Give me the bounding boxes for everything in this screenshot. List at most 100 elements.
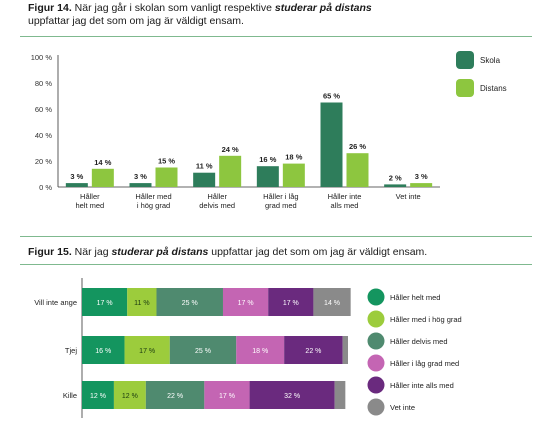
fig15-data-label: 18 % <box>252 348 268 355</box>
fig14-category-label: Vet inte <box>396 192 421 201</box>
fig15-bar-segment <box>284 336 343 364</box>
fig14-data-label: 14 % <box>94 158 111 167</box>
fig14-bar-skola <box>256 166 279 187</box>
fig14-data-label: 15 % <box>158 157 175 166</box>
fig15-bar-segment <box>113 381 146 409</box>
fig15-legend-swatch <box>367 332 385 350</box>
fig14-bar-skola <box>193 172 216 187</box>
fig14-title: Figur 14. När jag går i skolan som vanli… <box>28 2 372 28</box>
fig15-bar-segment <box>204 381 250 409</box>
fig14-bar-distans <box>282 163 305 187</box>
fig14-ytick-label: 80 % <box>35 79 52 88</box>
fig15-bar-segment <box>342 336 348 364</box>
fig15-bar-segment <box>82 336 125 364</box>
fig15-bar-segment <box>169 336 237 364</box>
fig14-bar-distans <box>346 153 369 187</box>
fig14-ytick-label: 60 % <box>35 105 52 114</box>
fig15-bar-segment <box>82 381 114 409</box>
fig15-bar-segment <box>268 288 314 316</box>
fig15-data-label: 17 % <box>219 393 235 400</box>
fig15-legend-swatch <box>367 288 385 306</box>
fig14-chart: 0 %20 %40 %60 %80 %100 %3 %14 %Hållerhel… <box>31 51 507 210</box>
fig14-data-label: 26 % <box>349 142 366 151</box>
fig14-category-label: Håller <box>80 192 100 201</box>
fig15-bar-segment <box>222 288 269 316</box>
fig15-legend-label: Håller delvis med <box>390 337 448 346</box>
fig15-title-emphasis: studerar på distans <box>111 246 209 258</box>
fig14-data-label: 3 % <box>134 172 147 181</box>
fig15-category-label: Vill inte ange <box>34 298 77 307</box>
fig14-category-label: Håller <box>207 192 227 201</box>
fig15-top-divider <box>20 236 532 237</box>
fig14-bar-skola <box>65 183 88 187</box>
fig15-bar-segment <box>156 288 223 316</box>
fig14-data-label: 3 % <box>415 172 428 181</box>
fig14-category-label: helt med <box>75 201 104 210</box>
fig15-legend-swatch <box>367 398 385 416</box>
fig14-title-text: När jag går i skolan som vanligt respekt… <box>71 2 275 14</box>
fig15-legend-label: Håller inte alls med <box>390 381 454 390</box>
fig14-bar-distans <box>219 155 242 187</box>
fig14-ytick-label: 0 % <box>39 183 52 192</box>
fig15-legend-label: Håller i låg grad med <box>390 359 459 368</box>
fig14-data-label: 65 % <box>323 92 340 101</box>
fig15-data-label: 11 % <box>134 300 149 307</box>
fig14-bar-distans <box>155 167 178 187</box>
fig15-title-number: Figur 15. <box>28 246 72 258</box>
fig15-legend-swatch <box>367 354 385 372</box>
fig15-data-label: 22 % <box>167 393 183 400</box>
fig14-bar-skola <box>320 102 343 187</box>
fig14-category-label: alls med <box>331 201 359 210</box>
fig14-legend-swatch <box>456 79 474 97</box>
fig15-data-label: 17 % <box>139 348 155 355</box>
fig15-bar-segment <box>82 288 128 316</box>
fig14-title-emphasis: studerar på distans <box>274 2 372 14</box>
fig14-bar-distans <box>91 168 114 187</box>
fig15-title-text: När jag <box>71 246 112 258</box>
fig14-divider <box>20 36 532 37</box>
fig15-legend-label: Håller helt med <box>390 293 440 302</box>
fig14-category-label: Håller med <box>135 192 171 201</box>
fig15-divider <box>20 264 532 265</box>
fig15-bar-segment <box>145 381 205 409</box>
fig15-data-label: 16 % <box>95 348 111 355</box>
fig15-data-label: 17 % <box>238 300 254 307</box>
fig14-bar-distans <box>410 183 433 187</box>
fig15-bar-segment <box>124 336 170 364</box>
fig14-data-label: 11 % <box>196 162 213 171</box>
fig14-legend-label: Distans <box>480 84 507 93</box>
fig14-title-number: Figur 14. <box>28 2 72 14</box>
fig14-data-label: 3 % <box>70 172 83 181</box>
fig15-legend-swatch <box>367 376 385 394</box>
fig15-data-label: 22 % <box>305 348 321 355</box>
fig15-bar-segment <box>236 336 285 364</box>
fig14-data-label: 2 % <box>389 173 402 182</box>
fig15-data-label: 32 % <box>284 393 300 400</box>
fig14-data-label: 18 % <box>285 153 302 162</box>
fig14-bar-skola <box>384 184 407 187</box>
fig15-data-label: 17 % <box>97 300 113 307</box>
fig14-ytick-label: 40 % <box>35 131 52 140</box>
fig14-category-label: i hög grad <box>137 201 170 210</box>
fig15-data-label: 12 % <box>90 393 106 400</box>
fig15-data-label: 12 % <box>122 393 138 400</box>
fig14-category-label: grad med <box>265 201 297 210</box>
fig15-legend-label: Håller med i hög grad <box>390 315 462 324</box>
fig15-category-label: Kille <box>63 391 77 400</box>
fig14-data-label: 16 % <box>259 155 276 164</box>
fig14-ytick-label: 20 % <box>35 157 52 166</box>
fig15-bar-segment <box>334 381 346 409</box>
fig14-legend-swatch <box>456 51 474 69</box>
fig14-bar-skola <box>129 183 152 187</box>
fig15-data-label: 25 % <box>195 348 211 355</box>
fig14-category-label: Håller inte <box>328 192 362 201</box>
fig15-chart: Vill inte ange 17 % 11 % 25 % 17 % 17 % 14 % Tj… <box>34 278 462 418</box>
fig15-bar-segment <box>127 288 157 316</box>
fig15-data-label: 17 % <box>283 300 299 307</box>
fig14-ytick-label: 100 % <box>31 53 53 62</box>
fig15-data-label: 25 % <box>182 300 198 307</box>
fig15-title: Figur 15. När jag studerar på distans up… <box>28 246 427 259</box>
fig14-data-label: 24 % <box>222 145 239 154</box>
fig15-bar-segment <box>249 381 335 409</box>
fig14-legend-label: Skola <box>480 56 501 65</box>
